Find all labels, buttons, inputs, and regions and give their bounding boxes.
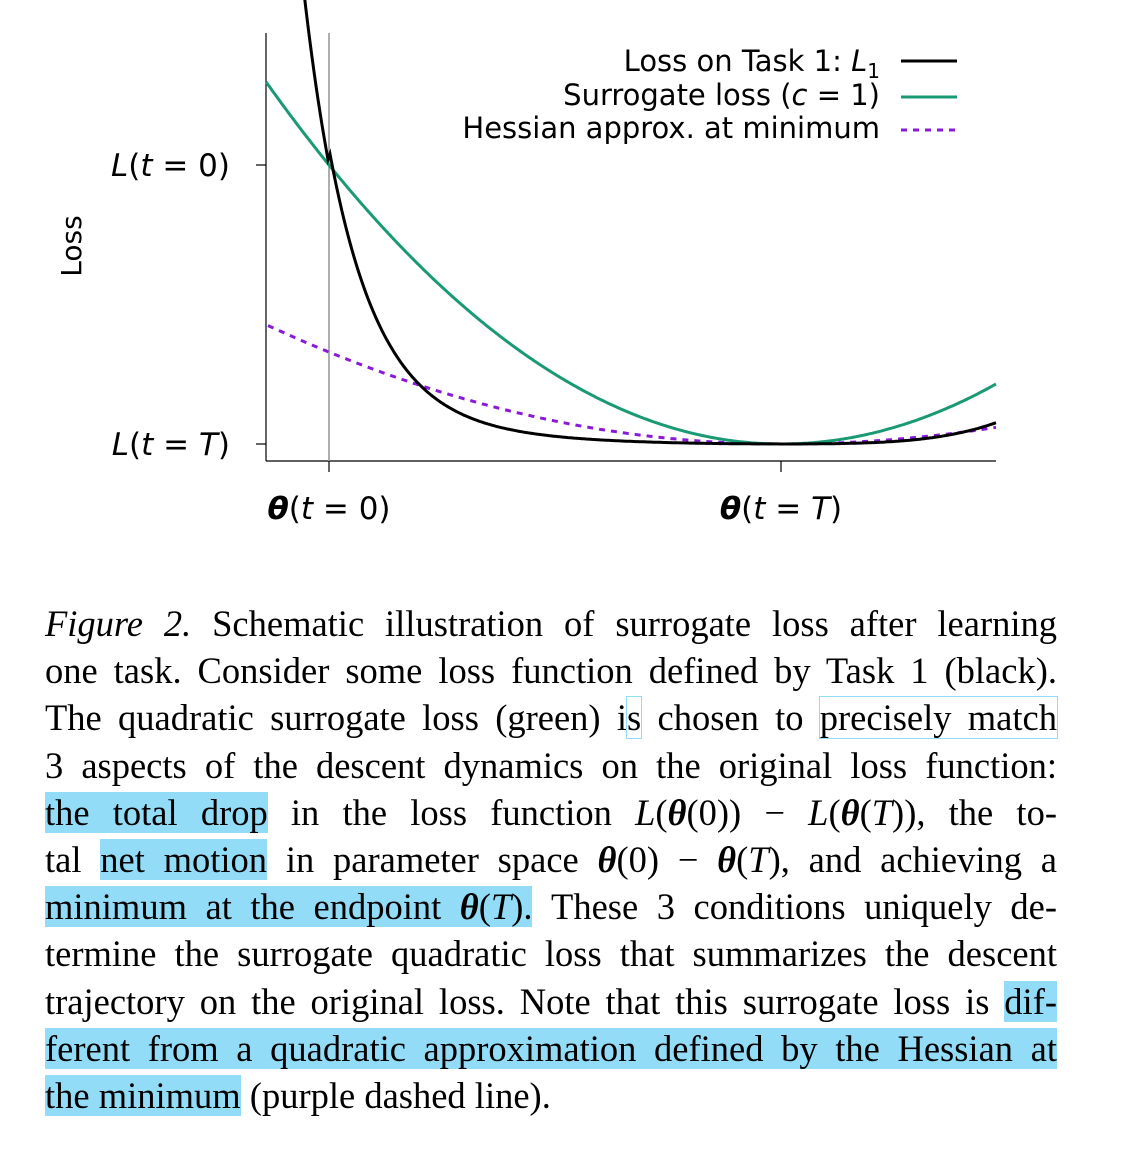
surrogate-loss-curve: [264, 80, 997, 446]
caption-line-1: Figure 2. Schematic illustration of surr…: [45, 603, 1057, 644]
legend: Loss on Task 1: L1 Surrogate loss (c = 1…: [462, 44, 957, 145]
y-axis-label: Loss: [55, 215, 88, 276]
caption-line-6: tal net motion in parameter space θ(0) −…: [45, 839, 1057, 881]
caption-line-11: the minimum (purple dashed line).: [45, 1075, 551, 1117]
figure-caption: Figure 2. Schematic illustration of surr…: [45, 600, 1058, 1119]
y-tick-label-t0: L(t = 0): [111, 148, 230, 184]
caption-line-2: one task. Consider some loss function de…: [45, 650, 1057, 692]
task1-loss-curve: [303, 0, 997, 446]
caption-line-7: minimum at the endpoint θ(T). These 3 co…: [45, 886, 1057, 928]
x-tick-label-tT: θ(t = T): [720, 491, 842, 527]
legend-label-task1: Loss on Task 1: L1: [624, 44, 880, 83]
caption-label: Figure 2.: [45, 603, 192, 644]
hessian-approx-curve: [267, 324, 997, 446]
caption-line-5: the total drop in the loss function L(θ(…: [45, 791, 1057, 833]
loss-chart: Loss L(t = 0) L(t = T) θ(t = 0) θ(t = T)…: [55, 0, 997, 527]
caption-line-10: ferent from a quadratic approximation de…: [45, 1027, 1057, 1069]
loss-figure: Loss L(t = 0) L(t = T) θ(t = 0) θ(t = T)…: [0, 0, 1134, 560]
caption-line-9: trajectory on the original loss. Note th…: [45, 980, 1057, 1022]
caption-line-8: termine the surrogate quadratic loss tha…: [45, 933, 1057, 975]
caption-line-4: 3 aspects of the descent dynamics on the…: [45, 744, 1057, 786]
caption-line-3: The quadratic surrogate loss (green) is …: [45, 696, 1058, 740]
x-tick-label-t0: θ(t = 0): [267, 491, 390, 527]
y-tick-label-tT: L(t = T): [112, 427, 230, 463]
legend-label-hessian: Hessian approx. at minimum: [462, 111, 880, 145]
legend-label-surrogate: Surrogate loss (c = 1): [563, 78, 880, 112]
